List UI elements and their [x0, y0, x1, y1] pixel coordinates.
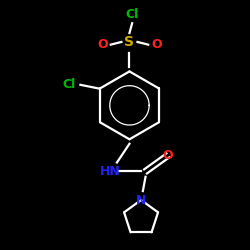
- Text: O: O: [162, 149, 173, 162]
- Text: HN: HN: [100, 165, 120, 178]
- Text: S: S: [124, 35, 134, 49]
- Text: N: N: [136, 194, 146, 206]
- Text: Cl: Cl: [126, 8, 139, 21]
- Text: O: O: [97, 38, 108, 51]
- Text: O: O: [151, 38, 162, 51]
- Text: Cl: Cl: [62, 78, 76, 91]
